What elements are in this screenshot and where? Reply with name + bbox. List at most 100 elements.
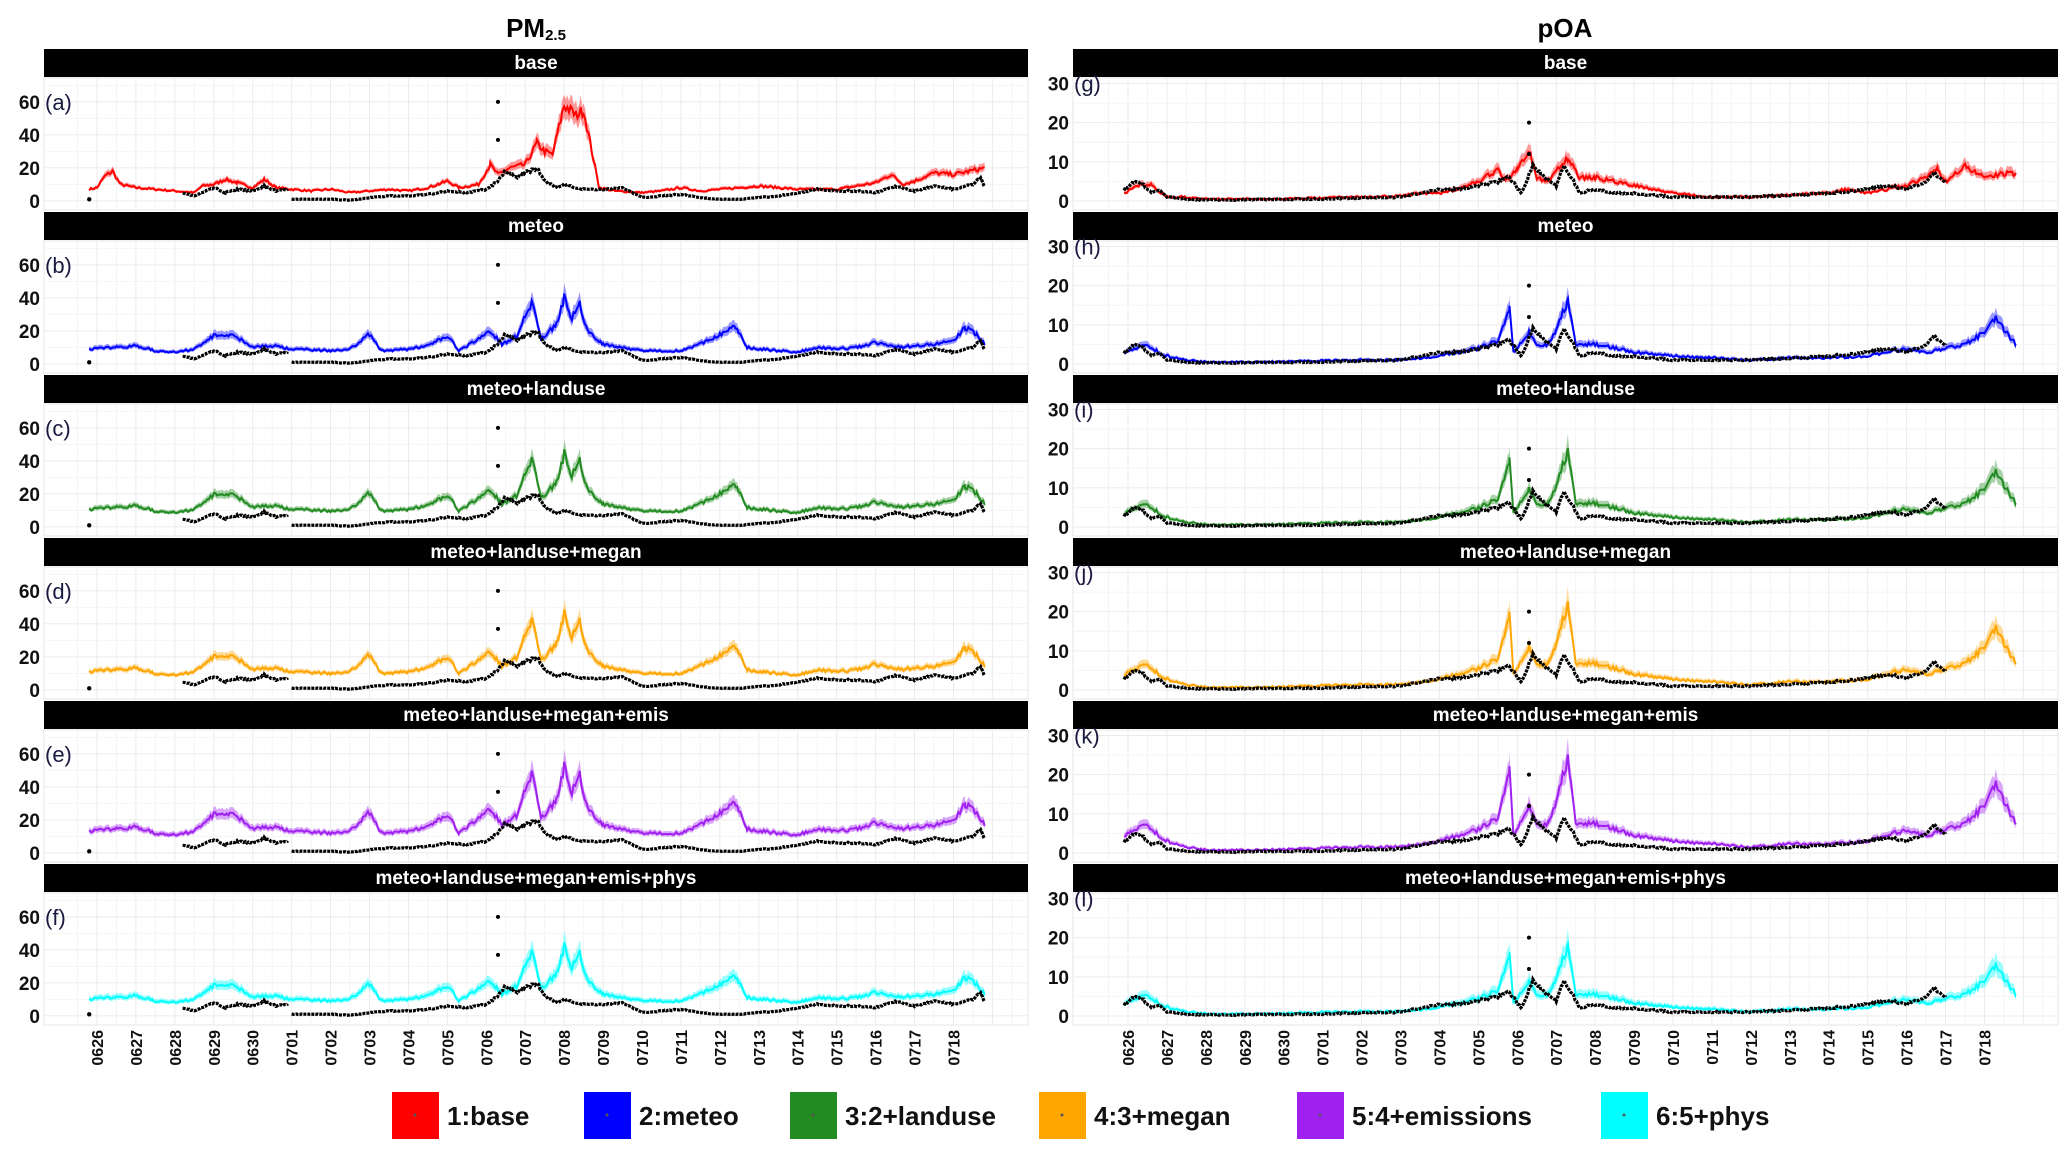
legend-point-icon — [1622, 1113, 1626, 1117]
legend-point-icon — [1060, 1113, 1064, 1117]
observed-point — [87, 360, 92, 365]
x-tick-label: 0702 — [1355, 1030, 1372, 1066]
y-tick-label: 40 — [19, 615, 40, 636]
observed-point — [1526, 314, 1531, 319]
plot-area — [1072, 892, 2059, 1026]
plot-area — [1072, 403, 2059, 537]
panel-label: (k) — [1074, 723, 1100, 748]
observed-point — [1526, 477, 1531, 482]
observed-point — [87, 1012, 92, 1017]
panel-title: meteo+landuse+megan+emis+phys — [1405, 868, 1726, 889]
y-tick-label: 20 — [19, 485, 40, 506]
panel-title: meteo+landuse+megan+emis — [1433, 705, 1699, 726]
plot-area — [43, 892, 1029, 1026]
y-tick-label: 40 — [19, 941, 40, 962]
panel-label: (j) — [1074, 560, 1094, 585]
x-tick-label: 0704 — [401, 1030, 418, 1066]
observed-series — [182, 508, 290, 524]
observed-series — [182, 997, 290, 1013]
observed-series — [1122, 485, 1948, 529]
x-tick-label: 0715 — [830, 1030, 847, 1066]
y-tick-label: 20 — [1048, 929, 1069, 950]
model-series-line — [88, 293, 986, 354]
panel-label: (l) — [1074, 886, 1094, 911]
legend-item: 3:2+landuse — [790, 1092, 996, 1139]
x-tick-label: 0710 — [1666, 1030, 1683, 1066]
x-tick-label: 0718 — [1977, 1030, 1994, 1066]
panel-b: meteo 0 20 40 60 (b) — [19, 212, 1029, 376]
y-tick-label: 20 — [19, 159, 40, 180]
observed-point — [495, 137, 500, 142]
panel-i: meteo+landuse 0 10 20 30 (i) — [1048, 375, 2059, 539]
legend-point-icon — [811, 1113, 815, 1117]
panel-label: (e) — [45, 742, 72, 767]
x-tick-label: 0626 — [90, 1030, 107, 1066]
panel-title: base — [1544, 53, 1587, 74]
x-tick-label: 0706 — [479, 1030, 496, 1066]
panel-label: (a) — [45, 90, 72, 115]
x-tick-label: 0711 — [1705, 1030, 1722, 1065]
observed-point — [87, 197, 92, 202]
panel-j: meteo+landuse+megan 0 10 20 30 (j) — [1048, 538, 2059, 702]
x-tick-label: 0626 — [1121, 1030, 1138, 1066]
panel-title: meteo — [508, 216, 564, 237]
y-tick-label: 0 — [1058, 844, 1069, 865]
panel-title: meteo — [1538, 216, 1594, 237]
panel-title: meteo+landuse+megan+emis — [403, 705, 669, 726]
legend-label: 3:2+landuse — [845, 1101, 996, 1131]
observed-series — [1122, 974, 1948, 1018]
x-tick-label: 0712 — [1744, 1030, 1761, 1066]
x-tick-label: 0628 — [1199, 1030, 1216, 1066]
y-tick-label: 0 — [29, 518, 40, 539]
x-tick-label: 0709 — [1627, 1030, 1644, 1066]
observed-point — [495, 789, 500, 794]
observed-point — [495, 626, 500, 631]
x-tick-label: 0713 — [1783, 1030, 1800, 1066]
y-tick-label: 60 — [19, 908, 40, 929]
legend-label: 2:meteo — [639, 1101, 739, 1131]
x-tick-label: 0703 — [363, 1030, 380, 1066]
y-tick-label: 60 — [19, 419, 40, 440]
y-tick-label: 0 — [1058, 518, 1069, 539]
plot-area — [1072, 566, 2059, 700]
y-tick-label: 60 — [19, 256, 40, 277]
y-tick-label: 30 — [1048, 400, 1069, 421]
panel-label: (h) — [1074, 234, 1101, 259]
panel-title: meteo+landuse — [467, 379, 606, 400]
observed-point — [1526, 772, 1531, 777]
y-tick-label: 20 — [1048, 440, 1069, 461]
legend-point-icon — [413, 1113, 417, 1117]
observed-series — [1122, 322, 1948, 366]
y-tick-label: 10 — [1048, 316, 1069, 337]
y-tick-label: 30 — [1048, 726, 1069, 747]
legend-label: 6:5+phys — [1656, 1101, 1769, 1131]
observed-point — [1526, 966, 1531, 971]
y-tick-label: 60 — [19, 745, 40, 766]
x-tick-label: 0627 — [129, 1030, 146, 1066]
observed-point — [1526, 446, 1531, 451]
y-tick-label: 20 — [1048, 114, 1069, 135]
x-tick-label: 0710 — [635, 1030, 652, 1066]
y-tick-label: 0 — [29, 355, 40, 376]
observed-point — [1526, 609, 1531, 614]
observed-point — [495, 425, 500, 430]
y-tick-label: 20 — [19, 322, 40, 343]
panel-title: meteo+landuse+megan — [1460, 542, 1671, 563]
x-tick-label: 0630 — [246, 1030, 263, 1066]
x-tick-label: 0701 — [285, 1030, 302, 1066]
panel-c: meteo+landuse 0 20 40 60 (c) — [19, 375, 1029, 539]
x-tick-label: 0704 — [1432, 1030, 1449, 1066]
panel-strip — [44, 701, 1028, 729]
model-series-line — [88, 449, 986, 515]
observed-point — [1526, 640, 1531, 645]
observed-series — [291, 492, 986, 528]
legend-item: 2:meteo — [584, 1092, 739, 1139]
panel-label: (d) — [45, 579, 72, 604]
x-tick-label: 0709 — [596, 1030, 613, 1066]
y-tick-label: 10 — [1048, 479, 1069, 500]
x-tick-label: 0714 — [791, 1030, 808, 1066]
y-tick-label: 20 — [1048, 277, 1069, 298]
y-tick-label: 30 — [1048, 237, 1069, 258]
column-title-pm25: PM2.5 — [506, 13, 566, 44]
